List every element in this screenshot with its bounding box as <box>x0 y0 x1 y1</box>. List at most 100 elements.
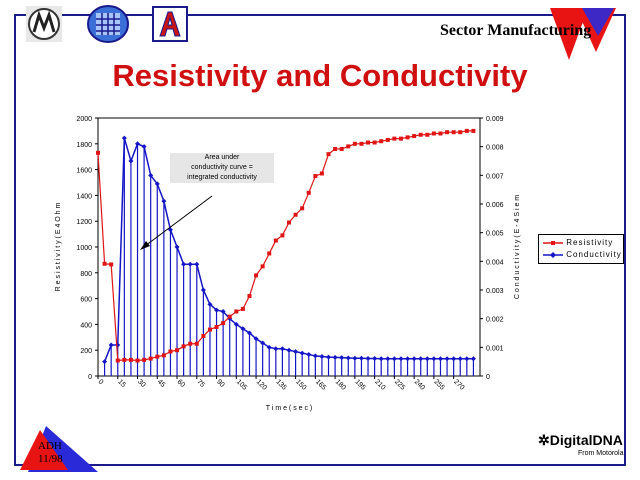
brand-name: DigitalDNA <box>549 432 623 448</box>
brand-subtitle: From Motorola <box>578 450 624 457</box>
x-tick-label: 240 <box>413 378 426 391</box>
conductivity-point <box>418 356 424 362</box>
y-left-tick-label: 1000 <box>76 245 92 252</box>
x-tick-label: 255 <box>432 378 445 391</box>
resistivity-point <box>194 341 199 346</box>
resistivity-point <box>115 358 120 363</box>
conductivity-point <box>319 354 325 360</box>
conductivity-point <box>326 354 332 360</box>
y-right-tick-label: 0 <box>486 374 490 381</box>
resistivity-point <box>148 356 153 361</box>
resistivity-point <box>385 137 390 142</box>
y-left-tick-label: 800 <box>80 271 92 278</box>
conductivity-point <box>372 356 378 362</box>
resistivity-point <box>247 294 252 299</box>
resistivity-point <box>240 306 245 311</box>
resistivity-point <box>254 273 259 278</box>
y-right-tick-label: 0.009 <box>486 116 504 123</box>
slide-title: Resistivity and Conductivity <box>112 58 528 93</box>
resistivity-point <box>339 146 344 151</box>
y-right-tick-label: 0.002 <box>486 317 504 324</box>
conductivity-line <box>103 137 474 362</box>
x-tick-label: 45 <box>156 378 167 389</box>
conductivity-point <box>200 287 206 293</box>
resistivity-point <box>135 358 140 363</box>
y-right-tick-label: 0.003 <box>486 288 504 295</box>
y-left-tick-label: 600 <box>80 297 92 304</box>
conductivity-point <box>352 355 358 361</box>
conductivity-point <box>365 356 371 362</box>
resistivity-point <box>175 348 180 353</box>
resistivity-point <box>425 132 430 137</box>
x-tick-label: 210 <box>373 378 386 391</box>
slide-frame <box>14 14 626 466</box>
resistivity-point <box>227 314 232 319</box>
adh-badge-triangles <box>20 426 98 472</box>
resistivity-point <box>287 220 291 225</box>
conductivity-point <box>457 356 463 362</box>
resistivity-point <box>188 341 193 346</box>
conductivity-point <box>464 356 470 362</box>
x-tick-label: 225 <box>393 378 406 391</box>
conductivity-point <box>279 346 285 352</box>
y-left-axis-label: R e s i s t i v i t y ( E 4 O h m <box>55 202 62 291</box>
resistivity-line <box>97 130 474 362</box>
conductivity-point <box>358 355 364 361</box>
conductivity-point <box>470 356 476 362</box>
conductivity-point <box>220 309 226 314</box>
annotation-line-3: integrated conductivity <box>187 174 257 181</box>
annotation-line-1: Area under <box>204 154 240 161</box>
resistivity-point <box>326 152 331 157</box>
conductivity-point <box>312 353 318 359</box>
resistivity-point <box>280 233 285 238</box>
y-left-tick-label: 2000 <box>76 116 92 123</box>
resistivity-point <box>438 131 443 136</box>
y-left-tick-label: 1200 <box>76 219 92 226</box>
resistivity-point <box>445 130 450 135</box>
x-tick-label: 120 <box>255 378 268 391</box>
resistivity-point <box>221 321 226 326</box>
arizona-a-logo <box>152 6 188 42</box>
resistivity-point <box>300 206 305 211</box>
conductivity-point <box>135 141 141 147</box>
chart-annotation: Area under conductivity curve = integrat… <box>170 153 274 183</box>
y-left-tick-label: 1800 <box>76 142 92 149</box>
conductivity-point <box>161 198 167 204</box>
resistivity-point <box>431 131 436 136</box>
conductivity-point <box>391 356 397 362</box>
conductivity-point <box>102 359 108 365</box>
x-tick-label: 135 <box>274 378 287 391</box>
conductivity-point <box>273 346 279 352</box>
y-right-tick-label: 0.006 <box>486 202 504 209</box>
badge-line-1: ADH <box>38 440 62 452</box>
resistivity-point <box>142 357 147 362</box>
resistivity-point <box>359 141 364 146</box>
university-seal-logo <box>87 5 129 43</box>
conductivity-point <box>345 355 351 361</box>
resistivity-point <box>313 174 318 179</box>
y-right-tick-label: 0.005 <box>486 231 504 238</box>
resistivity-point <box>201 334 206 339</box>
conductivity-point <box>306 352 312 357</box>
y-left-tick-label: 1600 <box>76 168 92 175</box>
resistivity-point <box>214 324 219 329</box>
resistivity-point <box>109 262 114 267</box>
conductivity-point <box>405 356 411 362</box>
resistivity-point <box>181 344 186 349</box>
x-tick-label: 105 <box>235 378 248 391</box>
conductivity-point <box>260 340 266 346</box>
annotation-arrow <box>144 195 213 247</box>
conductivity-point <box>108 342 114 348</box>
x-tick-label: 180 <box>334 378 347 391</box>
y-left-tick-label: 200 <box>80 348 92 355</box>
y-right-axis-label: C o n d u c t i v i t y ( E - 4 S i e m <box>514 195 521 299</box>
resistivity-point <box>418 132 423 137</box>
conductivity-point <box>240 326 246 332</box>
digitaldna-logo: ✲DigitalDNA <box>538 432 623 449</box>
resistivity-point <box>333 146 338 151</box>
dna-glyph-icon: ✲ <box>538 432 550 448</box>
conductivity-point <box>148 172 154 178</box>
resistivity-point <box>471 128 476 133</box>
conductivity-point <box>121 135 127 141</box>
